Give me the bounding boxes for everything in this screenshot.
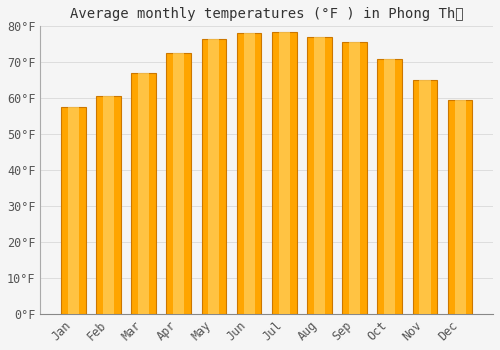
Bar	[208, 39, 220, 314]
Title: Average monthly temperatures (°F ) in Phong Thổ: Average monthly temperatures (°F ) in Ph…	[70, 7, 464, 21]
Bar	[412, 80, 438, 314]
Bar	[378, 59, 402, 314]
Bar	[244, 34, 254, 314]
Bar	[61, 107, 86, 314]
Bar	[173, 53, 184, 314]
Bar	[420, 80, 430, 314]
Bar	[349, 42, 360, 314]
Bar	[278, 32, 290, 314]
Bar	[96, 96, 120, 314]
Bar	[202, 39, 226, 314]
Bar	[314, 37, 325, 314]
Bar	[454, 100, 466, 314]
Bar	[272, 32, 296, 314]
Bar	[131, 73, 156, 314]
Bar	[103, 96, 114, 314]
Bar	[342, 42, 367, 314]
Bar	[448, 100, 472, 314]
Bar	[384, 59, 396, 314]
Bar	[237, 34, 262, 314]
Bar	[138, 73, 149, 314]
Bar	[68, 107, 78, 314]
Bar	[166, 53, 191, 314]
Bar	[307, 37, 332, 314]
